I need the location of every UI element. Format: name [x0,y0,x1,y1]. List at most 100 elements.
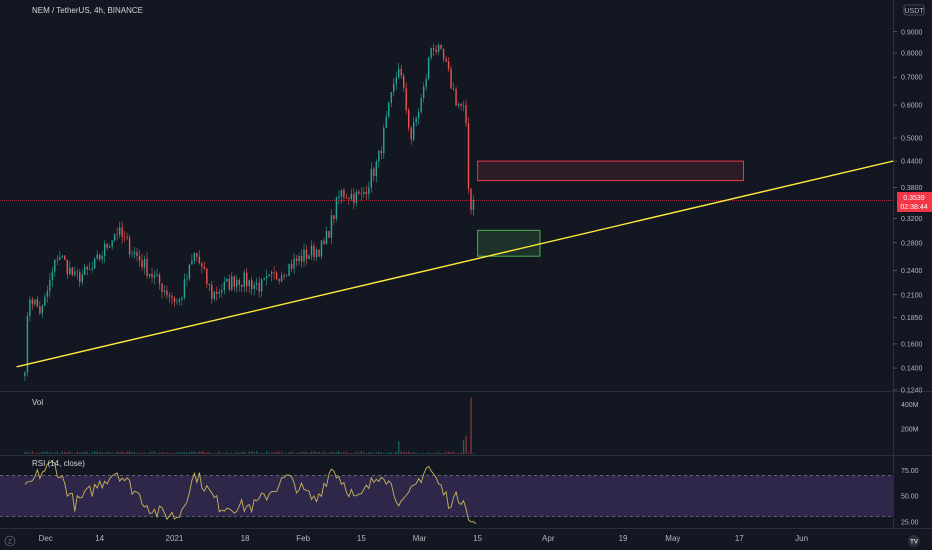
rsi-line [24,461,477,525]
volume-bar [278,451,280,454]
volume-bar [363,452,365,454]
candle-body [328,231,330,238]
candle-body [96,254,98,259]
volume-bar [452,451,455,454]
time-tick-label: 15 [473,534,482,543]
price-pane[interactable] [0,42,894,381]
volume-bar [430,453,432,454]
volume-bar [246,453,248,454]
time-tick-label: Mar [413,534,427,543]
candle-body [417,111,420,119]
candle-body [54,259,56,272]
volume-bar [315,452,318,454]
volume-bar [116,451,118,454]
volume-bar [450,451,452,454]
volume-bar [398,441,400,454]
rsi-tick-label: 50.00 [901,494,919,501]
candle-body [236,279,238,287]
volume-bar [84,451,86,454]
candle-body [390,92,392,103]
rsi-axis[interactable]: 75.00 50.00 25.00 [901,468,919,526]
price-axis[interactable]: 0.9000 0.8000 0.7000 0.6000 0.5000 0.4400 0.38… [893,29,923,395]
volume-bar [168,452,171,454]
candle-body [465,104,467,124]
candle-body [385,116,387,128]
volume-bar [173,452,176,454]
rsi-tick-label: 75.00 [901,468,919,475]
candle-body [136,252,138,257]
candles [24,42,475,381]
timezone-button[interactable]: Z [4,535,16,547]
volume-pane[interactable]: Vol [24,397,475,454]
volume-bar [283,453,285,454]
volume-bar [198,451,201,454]
candle-body [111,240,113,247]
candle-body [293,258,295,269]
candle-body [370,168,373,188]
candle-body [455,89,457,106]
volume-bar [178,452,181,454]
candle-body [133,252,136,254]
candle-body [435,49,437,52]
volume-bar [350,453,353,454]
candle-body [300,256,303,262]
candle-body [353,193,355,203]
grid-lines [0,0,932,529]
rsi-pane[interactable]: RSI (14, close) [0,459,893,525]
candle-body [363,191,365,194]
volume-bar [355,451,358,454]
candle-body [59,257,61,260]
candle-body [280,275,283,282]
candle-body [24,372,26,377]
volume-bar [395,451,397,454]
volume-bar [59,453,61,454]
volume-bar [380,452,382,454]
candle-body [176,301,178,303]
tradingview-logo[interactable]: TV [908,535,920,547]
support-zone-box[interactable] [477,229,541,257]
volume-bar [54,452,56,454]
trendline[interactable] [16,160,894,368]
volume-bar [241,452,243,454]
candle-body [41,305,44,314]
volume-bar [422,453,425,454]
price-tick-label: 0.5000 [901,136,923,143]
resistance-zone-box[interactable] [477,160,744,182]
volume-bar [455,453,457,454]
candle-body [285,275,288,277]
price-tick-label: 0.1600 [901,341,923,348]
volume-bar [447,451,450,454]
volume-bar [26,451,29,454]
candle-body [66,259,68,275]
time-tick-label: 2021 [166,534,184,543]
candle-body [226,278,228,282]
time-tick-label: 19 [619,534,628,543]
volume-axis[interactable]: 400M 200M [901,402,919,434]
time-axis[interactable]: Dec 14 2021 18 Feb 15 Mar 15 Apr 19 May 17 Jun [39,534,809,543]
volume-bar [253,451,255,454]
candle-body [457,103,460,106]
volume-bar [106,452,108,454]
volume-bar [93,451,96,454]
volume-bar [335,452,338,454]
candle-body [288,264,290,276]
volume-pane-label: Vol [32,398,43,407]
volume-bar [203,451,206,454]
candle-body [191,260,193,265]
volume-bar [186,452,188,454]
volume-bar [470,397,472,454]
candle-body [258,283,260,292]
candle-body [442,48,445,59]
volume-bar [368,452,370,454]
volume-bar [400,451,402,454]
candle-body [156,274,158,276]
candle-body [368,187,370,195]
currency-badge-box[interactable] [903,4,925,16]
volume-tick-label: 200M [901,427,919,434]
candle-countdown: 02:38:44 [900,204,927,211]
candle-body [330,215,333,238]
candle-body [243,272,245,287]
candle-body [228,278,230,290]
volume-bar [345,451,348,454]
